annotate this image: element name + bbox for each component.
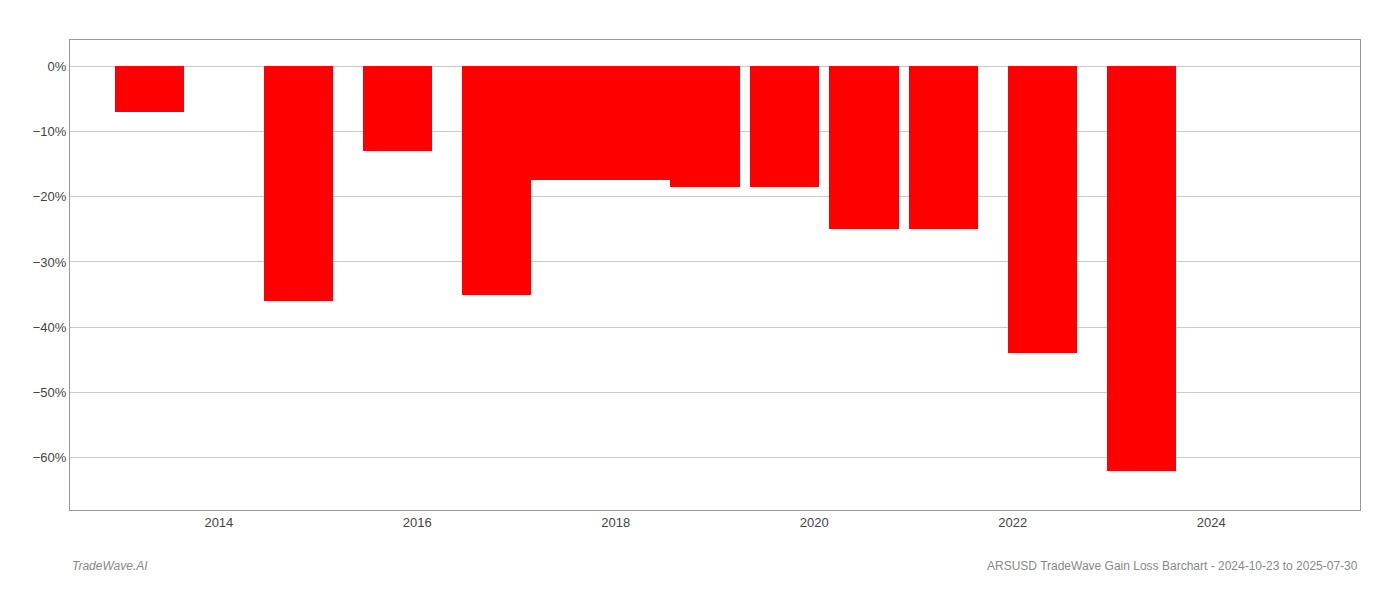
svg-text:TradeWave.AI: TradeWave.AI xyxy=(72,559,148,573)
svg-text:−50%: −50% xyxy=(33,385,67,400)
svg-text:0%: 0% xyxy=(48,59,67,74)
svg-text:2024: 2024 xyxy=(1197,515,1226,530)
svg-text:−10%: −10% xyxy=(33,124,67,139)
svg-text:2014: 2014 xyxy=(204,515,233,530)
svg-text:−30%: −30% xyxy=(33,254,67,269)
svg-text:2020: 2020 xyxy=(800,515,829,530)
svg-text:2022: 2022 xyxy=(998,515,1027,530)
svg-text:ARSUSD TradeWave Gain Loss Bar: ARSUSD TradeWave Gain Loss Barchart - 20… xyxy=(987,559,1358,573)
svg-text:2016: 2016 xyxy=(403,515,432,530)
svg-text:−40%: −40% xyxy=(33,320,67,335)
svg-text:−60%: −60% xyxy=(33,450,67,465)
svg-text:2018: 2018 xyxy=(601,515,630,530)
svg-text:−20%: −20% xyxy=(33,189,67,204)
